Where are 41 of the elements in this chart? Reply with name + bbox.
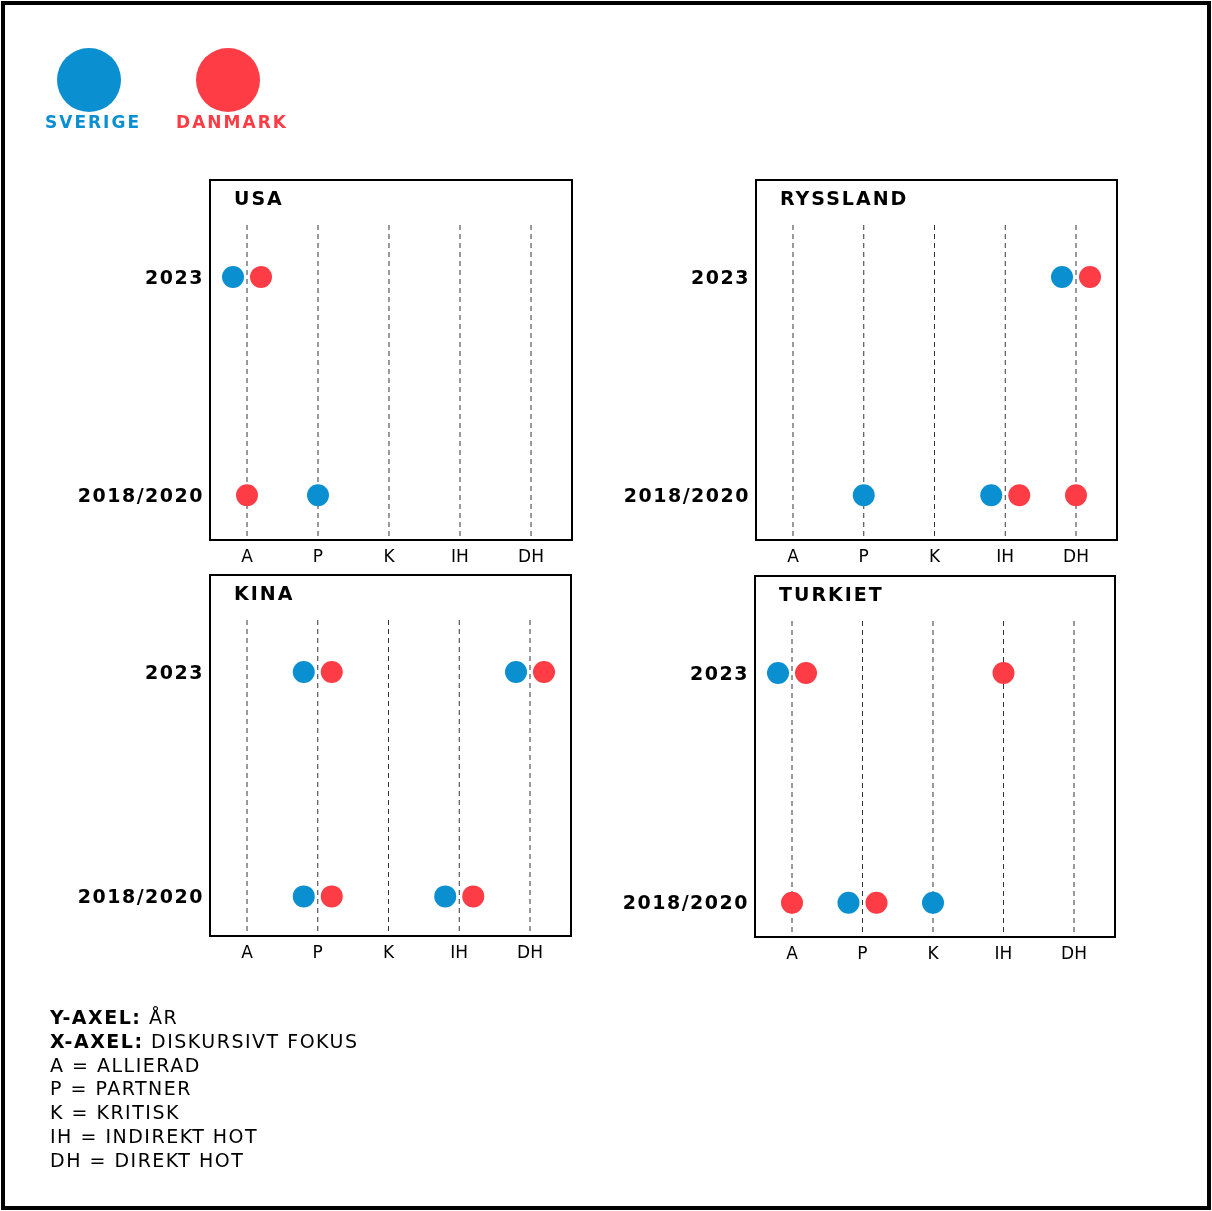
x-tick-label: P bbox=[312, 942, 323, 962]
category-label: 2023 bbox=[691, 265, 750, 288]
x-tick-label: DH bbox=[1063, 546, 1089, 566]
text: DH = DIREKT HOT bbox=[50, 1148, 245, 1171]
category-label: 2018/2020 bbox=[622, 891, 749, 914]
x-tick-label: A bbox=[787, 546, 800, 566]
x-tick-label: K bbox=[927, 943, 940, 963]
text: DANMARK bbox=[176, 112, 288, 132]
category-label: 2023 bbox=[145, 265, 204, 288]
category-label: 2023 bbox=[145, 660, 204, 683]
x-tick-label: K bbox=[383, 546, 396, 566]
x-tick-label: P bbox=[858, 546, 869, 566]
text: Y-AXEL: ÅR bbox=[49, 1006, 179, 1028]
text: IH = INDIREKT HOT bbox=[50, 1125, 259, 1147]
x-tick-label: A bbox=[786, 943, 799, 963]
x-tick-label: A bbox=[241, 942, 254, 962]
category-label: 2018/2020 bbox=[623, 483, 750, 506]
x-tick-label: K bbox=[928, 546, 941, 566]
category-label: 2018/2020 bbox=[77, 885, 204, 908]
text: X-AXEL: DISKURSIVT FOKUS bbox=[50, 1029, 359, 1052]
category-label: 2023 bbox=[690, 661, 749, 684]
x-tick-label: IH bbox=[994, 943, 1013, 963]
chart-title: RYSSLAND bbox=[780, 187, 909, 209]
x-tick-label: P bbox=[857, 943, 868, 963]
x-tick-label: IH bbox=[451, 546, 469, 566]
chart-title: USA bbox=[234, 187, 284, 209]
x-tick-label: DH bbox=[518, 546, 544, 566]
x-tick-label: P bbox=[312, 546, 324, 566]
x-tick-label: A bbox=[241, 546, 254, 566]
chart-title: KINA bbox=[234, 582, 295, 604]
x-tick-label: DH bbox=[517, 942, 543, 962]
text: P = PARTNER bbox=[50, 1077, 193, 1100]
text: K = KRITISK bbox=[50, 1101, 180, 1124]
text: A = ALLIERAD bbox=[50, 1053, 201, 1076]
x-tick-label: DH bbox=[1061, 943, 1087, 963]
text: SVERIGE bbox=[45, 112, 141, 132]
x-tick-label: IH bbox=[450, 942, 469, 962]
category-label: 2018/2020 bbox=[77, 483, 204, 506]
x-tick-label: IH bbox=[996, 546, 1015, 566]
x-tick-label: K bbox=[382, 942, 395, 962]
chart-title: TURKIET bbox=[779, 583, 884, 605]
